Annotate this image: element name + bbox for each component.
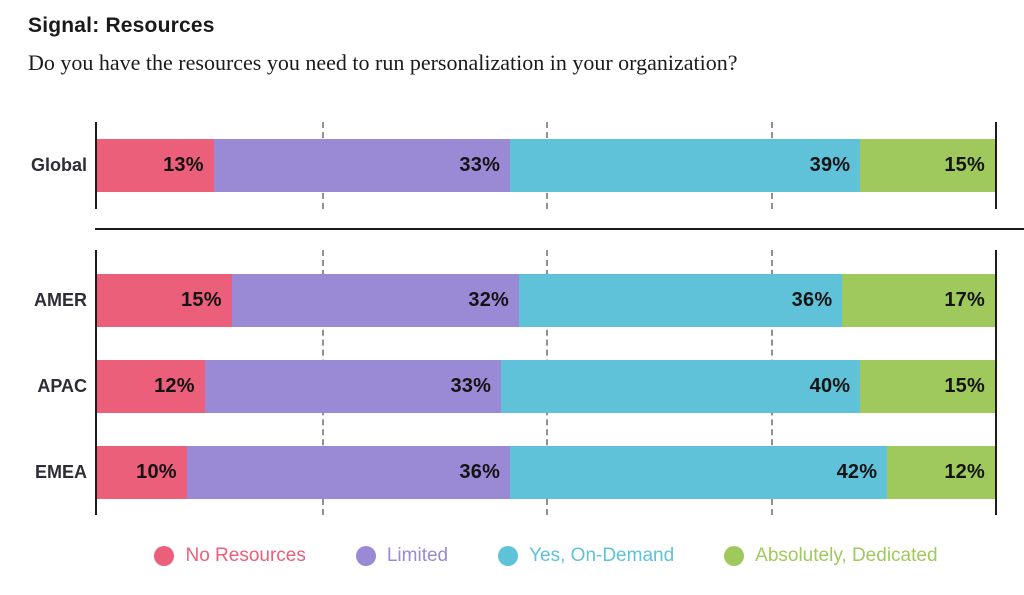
- segment-amer-limited: 32%: [231, 274, 520, 327]
- segment-value-label: 17%: [944, 289, 985, 311]
- chart-legend: No Resources Limited Yes, On-Demand Absolut…: [97, 545, 995, 567]
- chart-section-regions: AMER 15% 32% 36% 17% APAC 12% 33% 40% 15% EMEA 10% 3…: [34, 250, 997, 515]
- segment-value-label: 40%: [809, 375, 851, 397]
- segment-amer-yes-on-demand: 36%: [519, 274, 843, 327]
- segment-global-absolutely-dedicated: 15%: [860, 139, 995, 192]
- segment-apac-absolutely-dedicated: 15%: [860, 360, 995, 413]
- segment-value-label: 36%: [459, 461, 501, 483]
- bar-apac: 12% 33% 40% 15%: [97, 360, 995, 413]
- row-label-global: Global: [30, 155, 87, 175]
- bar-amer: 15% 32% 36% 17%: [97, 274, 995, 327]
- segment-amer-absolutely-dedicated: 17%: [842, 274, 995, 327]
- segment-emea-no-resources: 10%: [97, 446, 187, 499]
- row-label-emea: EMEA: [34, 462, 87, 482]
- legend-dot-icon: [724, 546, 745, 566]
- segment-value-label: 12%: [154, 375, 195, 397]
- section-divider: [95, 228, 1024, 230]
- bar-global: 13% 33% 39% 15%: [97, 139, 995, 192]
- legend-item-limited: Limited: [355, 545, 449, 567]
- segment-emea-absolutely-dedicated: 12%: [887, 446, 995, 499]
- segment-value-label: 36%: [791, 289, 833, 311]
- segment-amer-no-resources: 15%: [97, 274, 232, 327]
- segment-value-label: 33%: [459, 154, 501, 176]
- bar-emea: 10% 36% 42% 12%: [97, 446, 995, 499]
- segment-global-yes-on-demand: 39%: [510, 139, 861, 192]
- axis-right-line: [995, 250, 997, 515]
- segment-emea-limited: 36%: [186, 446, 511, 499]
- legend-item-no-resources: No Resources: [154, 545, 306, 567]
- page-title: Signal: Resources: [28, 14, 215, 37]
- legend-label: No Resources: [185, 545, 306, 566]
- segment-emea-yes-on-demand: 42%: [510, 446, 888, 499]
- segment-value-label: 10%: [136, 461, 177, 483]
- segment-value-label: 12%: [944, 461, 985, 483]
- legend-label: Limited: [386, 545, 449, 566]
- segment-value-label: 13%: [163, 154, 204, 176]
- row-label-amer: AMER: [34, 290, 87, 310]
- segment-apac-no-resources: 12%: [97, 360, 205, 413]
- segment-value-label: 15%: [944, 154, 985, 176]
- chart-section-global: Global 13% 33% 39% 15%: [31, 122, 997, 209]
- axis-left-line: [95, 250, 97, 515]
- segment-global-no-resources: 13%: [97, 139, 214, 192]
- legend-label: Yes, On-Demand: [529, 545, 675, 566]
- axis-left-line: [95, 122, 97, 209]
- legend-item-absolutely-dedicated: Absolutely, Dedicated: [724, 545, 938, 567]
- segment-global-limited: 33%: [213, 139, 511, 192]
- survey-question: Do you have the resources you need to ru…: [28, 50, 738, 75]
- segment-apac-limited: 33%: [204, 360, 502, 413]
- segment-value-label: 42%: [836, 461, 878, 483]
- segment-value-label: 15%: [181, 289, 222, 311]
- axis-right-line: [995, 122, 997, 209]
- legend-item-yes-on-demand: Yes, On-Demand: [498, 545, 674, 567]
- legend-dot-icon: [498, 546, 519, 566]
- segment-value-label: 15%: [944, 375, 985, 397]
- legend-dot-icon: [154, 546, 175, 566]
- segment-value-label: 33%: [450, 375, 492, 397]
- legend-label: Absolutely, Dedicated: [755, 545, 938, 566]
- segment-apac-yes-on-demand: 40%: [501, 360, 861, 413]
- legend-dot-icon: [355, 546, 376, 566]
- segment-value-label: 39%: [809, 154, 851, 176]
- segment-value-label: 32%: [468, 289, 510, 311]
- row-label-apac: APAC: [37, 376, 87, 396]
